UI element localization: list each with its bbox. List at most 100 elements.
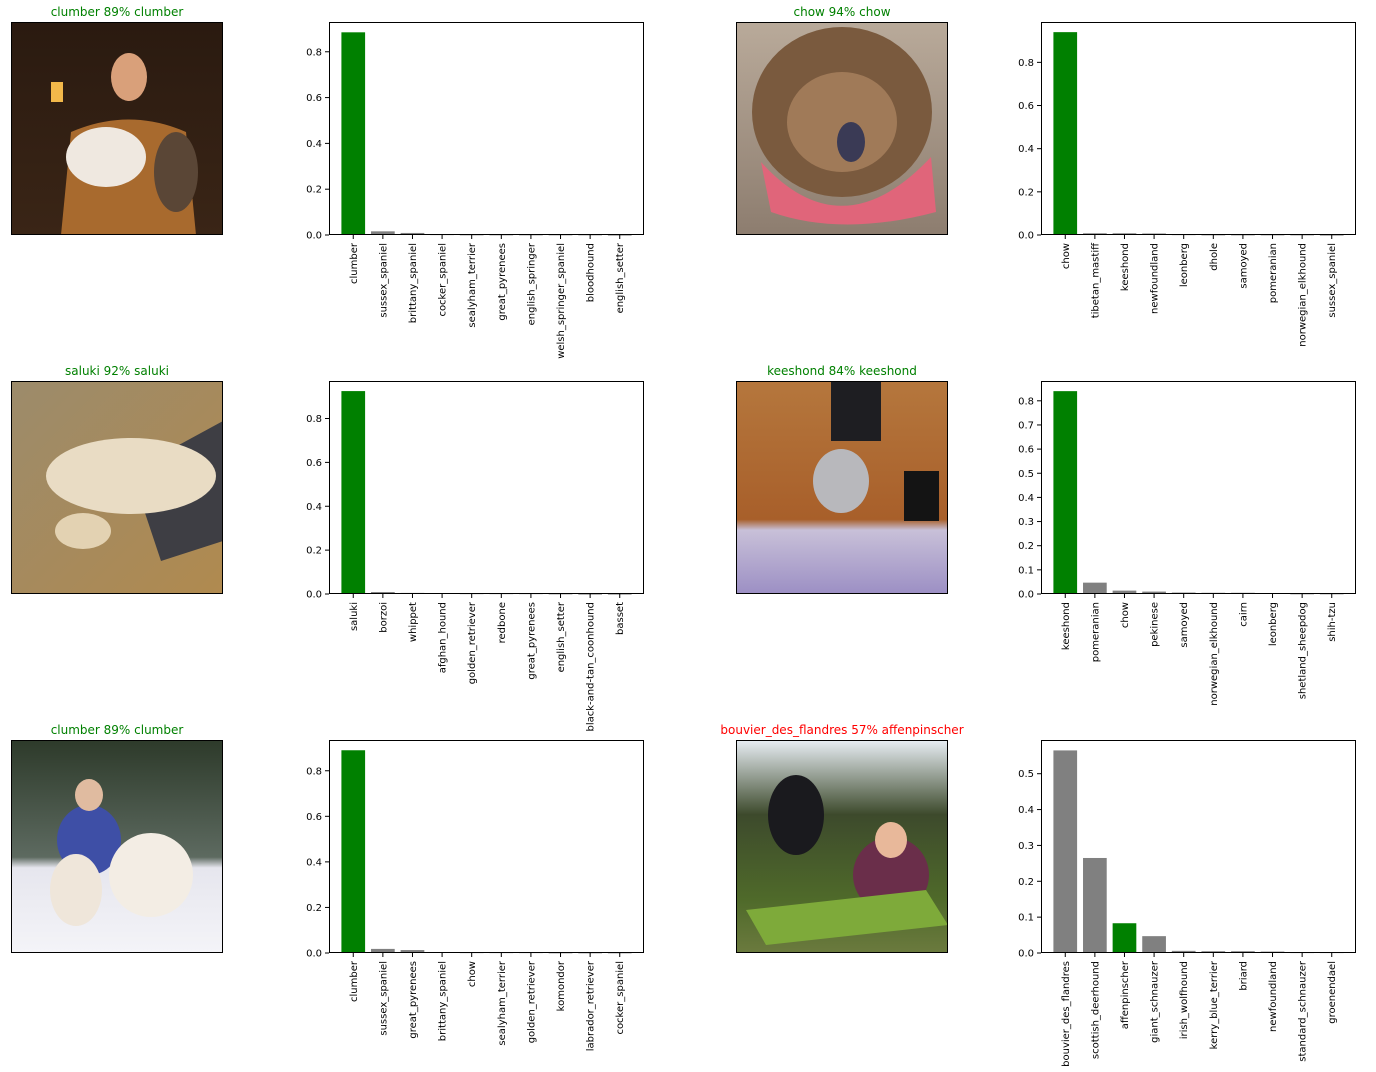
bar (1053, 391, 1078, 594)
x-tick-label: great_pyrenees (526, 602, 537, 680)
y-tick-label: 0.4 (306, 139, 322, 150)
x-tick-label: english_springer (526, 242, 537, 325)
bar (1171, 950, 1196, 953)
y-tick-label: 0.2 (306, 185, 322, 196)
y-tick-label: 0.8 (306, 414, 322, 425)
y-tick-label: 0.5 (1018, 469, 1034, 480)
x-tick-label: cocker_spaniel (438, 243, 449, 317)
x-tick-label: chow (467, 961, 478, 987)
x-tick-label: great_pyrenees (408, 961, 419, 1039)
bar (1053, 750, 1078, 953)
x-tick-label: cairn (1238, 602, 1249, 627)
x-tick-label: tibetan_mastiff (1090, 242, 1101, 318)
y-tick-label: 0.2 (306, 903, 322, 914)
x-tick-label: golden_retriever (467, 601, 478, 684)
y-tick-label: 0.0 (1018, 590, 1034, 601)
y-tick-label: 0.4 (1018, 144, 1034, 155)
y-tick-label: 0.4 (1018, 805, 1034, 816)
y-tick-label: 0.0 (306, 590, 322, 601)
y-tick-label: 0.0 (1018, 231, 1034, 242)
x-tick-label: keeshond (1061, 602, 1072, 650)
axes-frame (329, 740, 644, 953)
x-tick-label: shih-tzu (1327, 602, 1338, 642)
bar (400, 950, 425, 953)
x-tick-label: brittany_spaniel (408, 243, 419, 323)
y-tick-label: 0.2 (1018, 541, 1034, 552)
x-tick-label: pekinese (1150, 602, 1161, 647)
x-tick-label: dhole (1209, 243, 1220, 271)
probability-bar-chart: 0.0 0.2 0.4 0.6 0.8 clumber sussex_spaniel grea… (306, 740, 644, 1051)
axes-frame (1041, 381, 1356, 594)
y-tick-label: 0.2 (306, 546, 322, 557)
x-tick-label: samoyed (1238, 243, 1249, 289)
x-tick-label: sussex_spaniel (378, 961, 389, 1036)
y-tick-label: 0.0 (306, 231, 322, 242)
x-tick-label: newfoundland (1150, 243, 1161, 314)
dog-photo (11, 381, 223, 594)
bar (1112, 923, 1137, 953)
x-tick-label: komondor (556, 960, 567, 1011)
probability-bar-chart: 0.0 0.2 0.4 0.6 0.8 clumber sussex_spaniel brit… (306, 22, 644, 359)
axes-frame (329, 381, 644, 594)
bar (1142, 936, 1166, 953)
bar (1053, 32, 1078, 235)
x-tick-label: sussex_spaniel (378, 243, 389, 318)
y-tick-label: 0.8 (306, 766, 322, 777)
probability-bar-chart: 0.0 0.1 0.2 0.3 0.4 0.5 0.6 0.7 0.8 keeshond pomer… (1018, 381, 1356, 706)
prediction-title: saluki 92% saluki (65, 364, 169, 378)
y-tick-label: 0.8 (1018, 58, 1034, 69)
prediction-title: clumber 89% clumber (51, 5, 184, 19)
x-tick-label: bloodhound (586, 243, 597, 302)
prediction-title: keeshond 84% keeshond (767, 364, 917, 378)
bar (1142, 591, 1166, 594)
probability-bar-chart: 0.0 0.2 0.4 0.6 0.8 chow tibetan_mastiff keesho… (1018, 22, 1356, 347)
x-tick-label: standard_schnauzer (1298, 960, 1309, 1062)
y-tick-label: 0.1 (1018, 913, 1034, 924)
x-tick-label: shetland_sheepdog (1298, 602, 1309, 699)
y-tick-label: 0.7 (1018, 420, 1034, 431)
y-tick-label: 0.6 (1018, 445, 1034, 456)
x-tick-label: afghan_hound (438, 602, 449, 673)
x-tick-label: sussex_spaniel (1327, 243, 1338, 318)
y-tick-label: 0.1 (1018, 565, 1034, 576)
dog-photo (736, 381, 948, 594)
y-tick-label: 0.3 (1018, 517, 1034, 528)
prediction-title: clumber 89% clumber (51, 723, 184, 737)
x-tick-label: welsh_springer_spaniel (556, 243, 567, 359)
dog-photo (736, 740, 948, 953)
y-tick-label: 0.4 (306, 502, 322, 513)
x-tick-label: cocker_spaniel (615, 961, 626, 1035)
bar (1083, 857, 1107, 953)
axes-frame (329, 22, 644, 235)
y-tick-label: 0.4 (306, 857, 322, 868)
x-tick-label: clumber (349, 242, 360, 284)
x-tick-label: samoyed (1179, 602, 1190, 648)
x-tick-label: affenpinscher (1120, 960, 1131, 1029)
x-tick-label: basset (615, 602, 626, 635)
x-tick-label: groenendael (1327, 961, 1338, 1024)
x-tick-label: english_setter (556, 601, 567, 672)
x-tick-label: pomeranian (1268, 243, 1279, 303)
y-tick-label: 0.8 (306, 47, 322, 58)
prediction-title: bouvier_des_flandres 57% affenpinscher (720, 723, 963, 737)
y-tick-label: 0.2 (1018, 187, 1034, 198)
x-tick-label: sealyham_terrier (497, 960, 508, 1045)
dog-photo (736, 22, 948, 235)
axes-frame (1041, 740, 1356, 953)
x-tick-label: black-and-tan_coonhound (586, 602, 597, 732)
x-tick-label: redbone (497, 602, 508, 643)
x-tick-label: norwegian_elkhound (1298, 243, 1309, 347)
y-tick-label: 0.6 (1018, 101, 1034, 112)
prediction-title: chow 94% chow (793, 5, 890, 19)
y-tick-label: 0.6 (306, 812, 322, 823)
x-tick-label: saluki (349, 602, 360, 631)
bar (371, 948, 395, 953)
y-tick-label: 0.0 (1018, 949, 1034, 960)
y-tick-label: 0.8 (1018, 396, 1034, 407)
bar (400, 232, 425, 235)
x-tick-label: sealyham_terrier (467, 242, 478, 327)
bar (341, 750, 366, 953)
probability-bar-chart: 0.0 0.2 0.4 0.6 0.8 saluki borzoi whippet afghan… (306, 381, 644, 732)
bar (1083, 582, 1107, 594)
x-tick-label: great_pyrenees (497, 243, 508, 321)
